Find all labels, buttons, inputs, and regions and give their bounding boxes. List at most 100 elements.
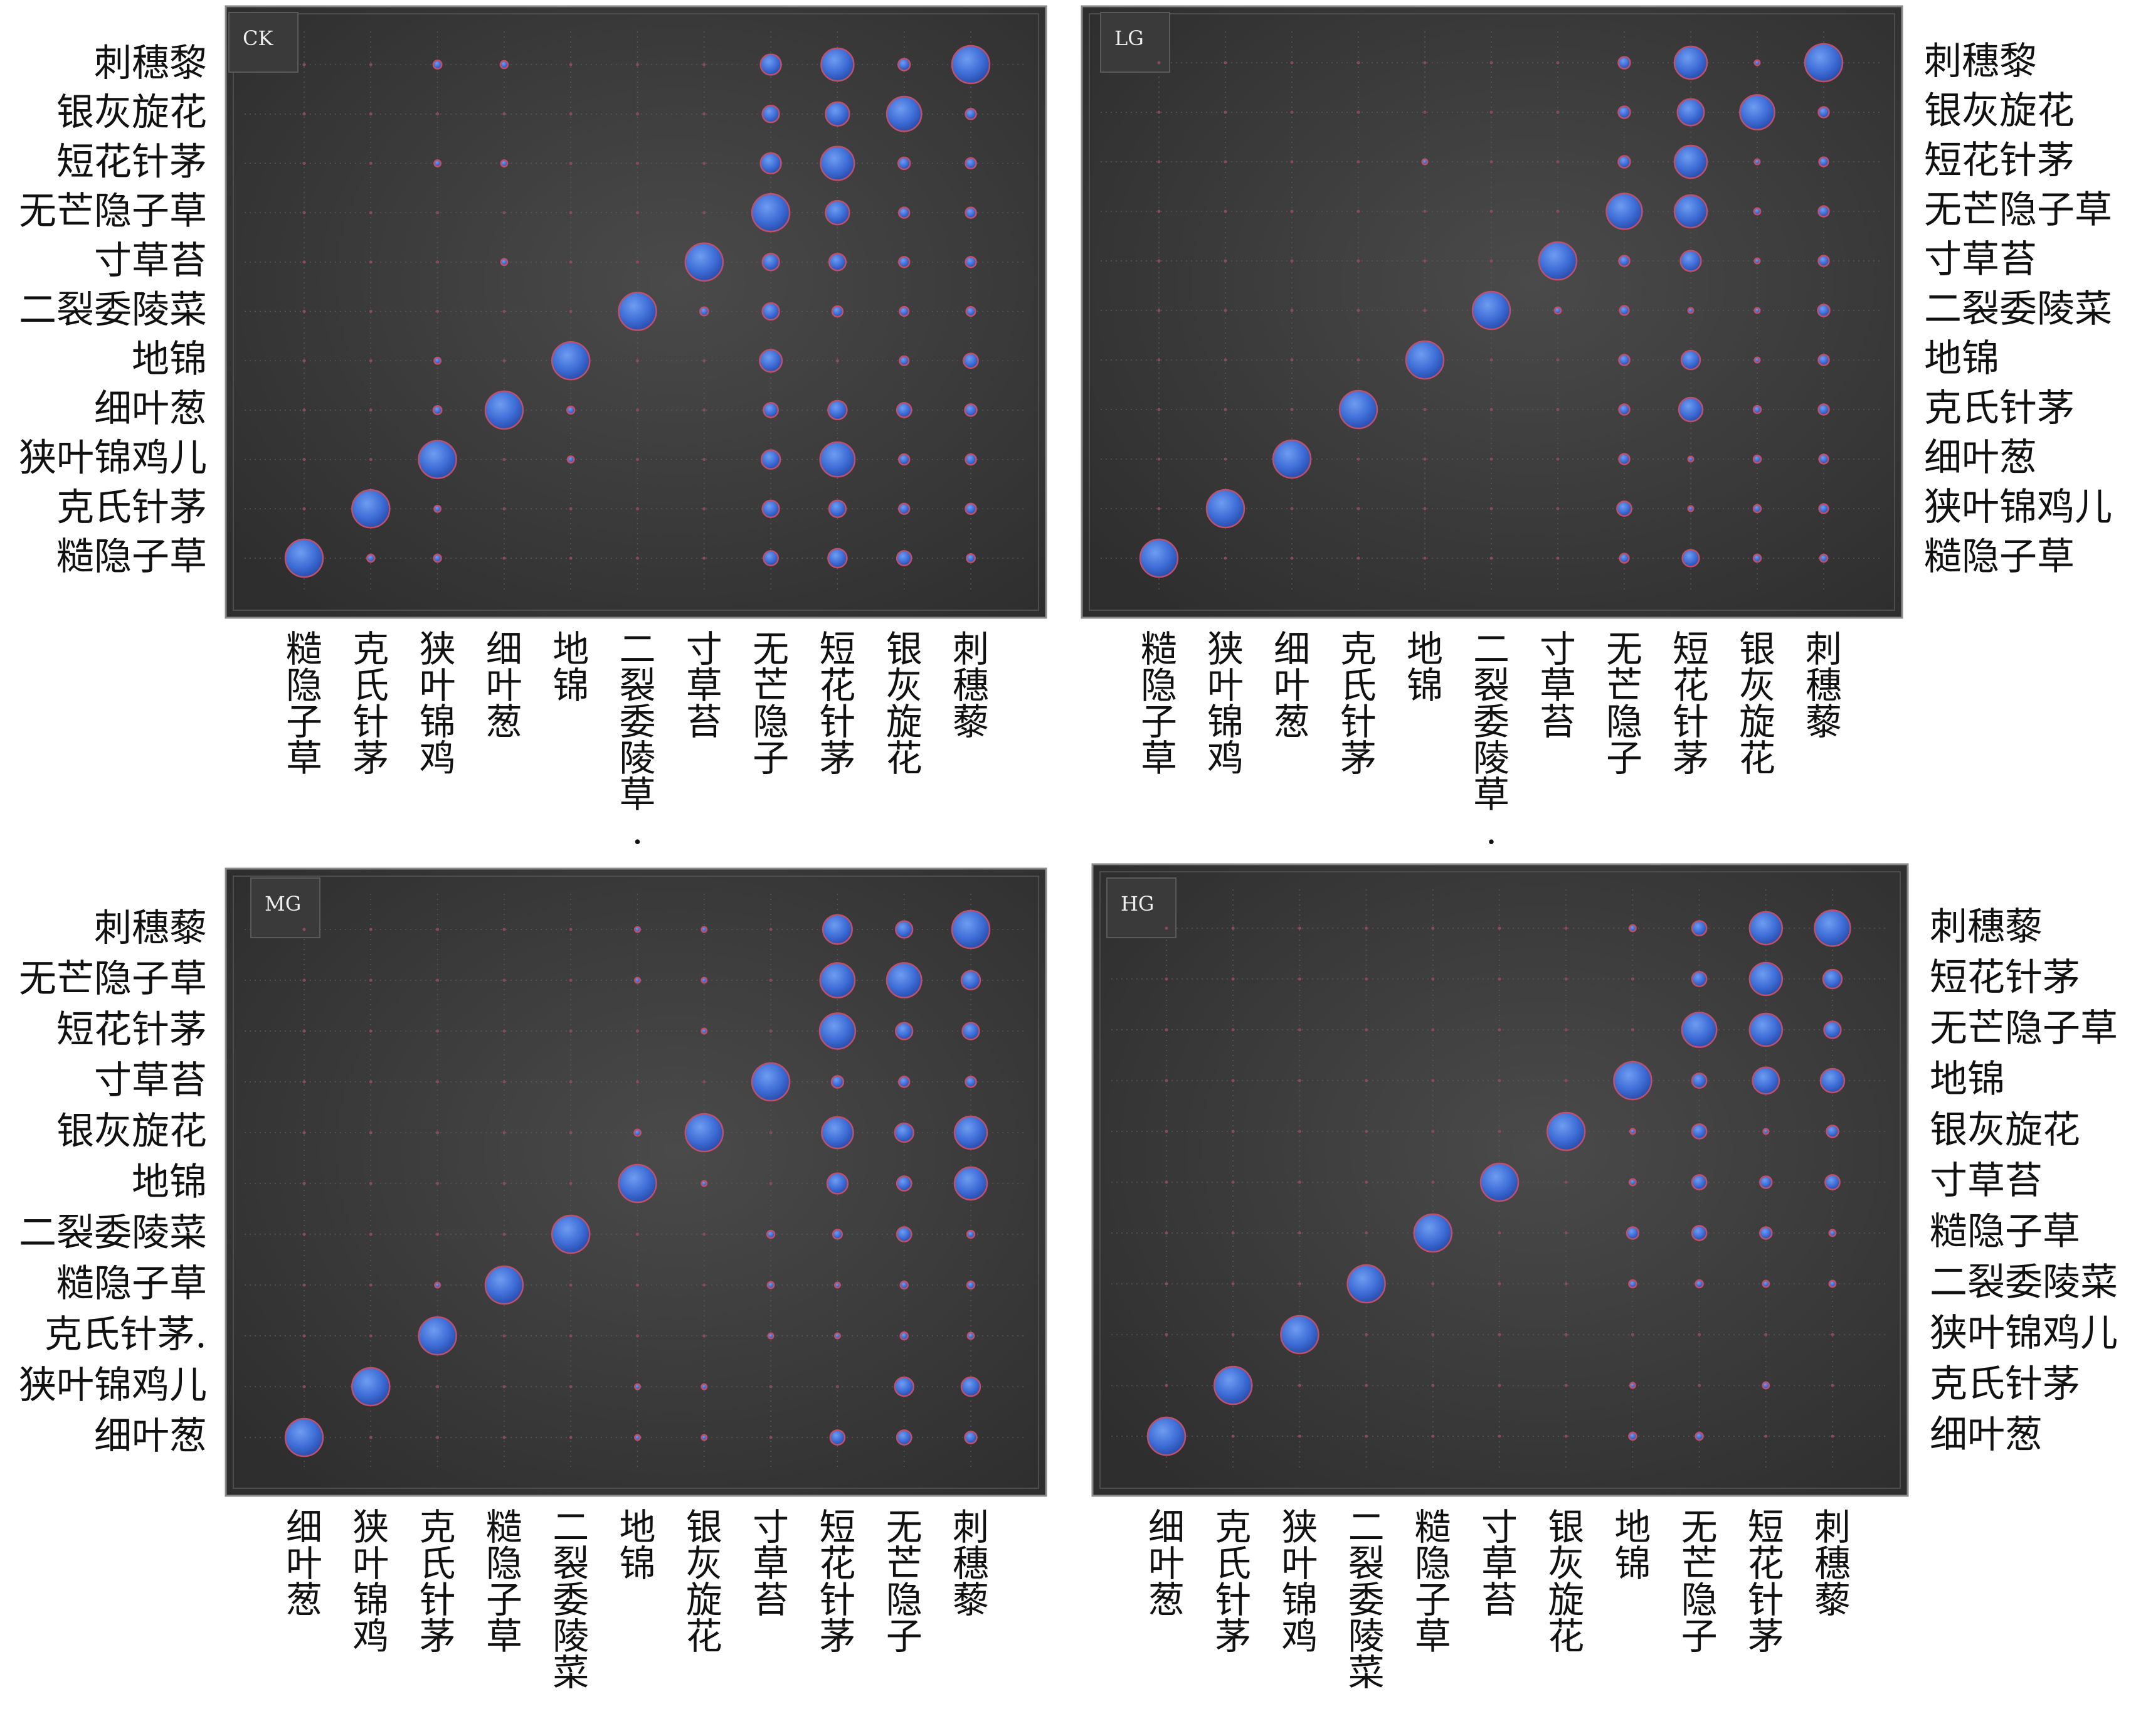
bubble-hg xyxy=(1298,1282,1301,1286)
bubble-hg xyxy=(1691,1123,1708,1140)
bubble-hg xyxy=(1828,1279,1837,1288)
bubble-lg xyxy=(1673,144,1708,179)
bubble-lg xyxy=(1421,158,1429,166)
bubble-mg xyxy=(899,1280,909,1290)
bubble-ck xyxy=(702,112,706,116)
bubble-lg xyxy=(1538,241,1578,281)
bubble-hg xyxy=(1365,1231,1368,1235)
bubble-hg xyxy=(1431,977,1435,981)
bubble-ck xyxy=(366,553,376,563)
bubble-hg xyxy=(1824,1174,1841,1190)
bubble-mg xyxy=(822,914,853,945)
bubble-hg xyxy=(1748,911,1784,946)
x-tick-label-hg: 糙隐子草 xyxy=(1415,1506,1451,1658)
bubble-hg xyxy=(1695,1279,1704,1289)
bubble-hg xyxy=(1564,977,1568,981)
bubble-hg xyxy=(1628,1431,1637,1441)
bubble-hg xyxy=(1826,1125,1839,1138)
bubble-lg xyxy=(1489,61,1493,65)
y-tick-label-hg: 二裂委陵菜 xyxy=(1930,1261,2118,1305)
bubble-hg xyxy=(1165,1384,1168,1387)
bubble-mg xyxy=(833,1281,841,1289)
bubble-mg xyxy=(894,1376,914,1397)
bubble-ck xyxy=(500,159,509,167)
bubble-lg xyxy=(1753,356,1761,364)
bubble-mg xyxy=(894,1122,914,1143)
y-tick-label-lg: 地锦 xyxy=(1924,337,1999,381)
bubble-ck xyxy=(636,556,639,560)
bubble-hg xyxy=(1564,1384,1568,1387)
bubble-mg xyxy=(634,977,641,984)
bubble-hg xyxy=(1165,1282,1168,1286)
bubble-hg xyxy=(1165,1130,1168,1133)
bubble-ck xyxy=(636,161,639,165)
bubble-ck xyxy=(502,310,506,313)
bubble-ck xyxy=(433,504,442,513)
bubble-lg xyxy=(1618,403,1631,416)
bubble-ck xyxy=(302,458,306,462)
bubble-mg xyxy=(502,1385,506,1389)
bubble-ck xyxy=(827,548,848,569)
bubble-ck xyxy=(569,507,573,511)
bubble-mg xyxy=(502,1029,506,1033)
bubble-lg xyxy=(1617,56,1631,70)
bubble-mg xyxy=(302,1385,306,1389)
bubble-hg xyxy=(1365,1333,1368,1336)
bubble-mg xyxy=(818,1012,857,1050)
bubble-ck xyxy=(759,53,782,76)
x-tick-label-ck: 细叶葱 xyxy=(486,628,522,743)
y-tick-label-hg: 无芒隐子草 xyxy=(1930,1007,2118,1051)
y-tick-label-ck: 地锦 xyxy=(132,337,207,381)
bubble-ck xyxy=(566,455,575,464)
bubble-lg xyxy=(1752,504,1762,514)
bubble-mg xyxy=(636,1029,639,1033)
bubble-lg xyxy=(1356,61,1360,65)
bubble-lg xyxy=(1356,507,1360,511)
x-tick-label-mg: 短花针茅 xyxy=(819,1506,855,1658)
bubble-hg xyxy=(1629,1128,1636,1135)
bubble-lg xyxy=(1423,110,1427,114)
bubble-ck xyxy=(432,60,443,70)
bubble-hg xyxy=(1365,1434,1368,1438)
bubble-lg xyxy=(1556,160,1560,164)
bubble-lg xyxy=(1157,209,1161,213)
bubble-hg xyxy=(1564,1231,1568,1235)
bubble-ck xyxy=(820,146,855,181)
bubble-mg xyxy=(502,1131,506,1135)
x-tick-label-ck: 狭叶锦鸡 xyxy=(420,628,456,780)
bubble-ck xyxy=(351,489,391,529)
bubble-lg xyxy=(1804,43,1844,83)
y-tick-label-ck: 寸草苔 xyxy=(94,239,207,283)
x-tick-label-ck: 二裂委陵草. xyxy=(619,628,655,852)
bubble-hg xyxy=(1479,1162,1520,1202)
x-tick-label-lg: 银灰旋花 xyxy=(1739,628,1775,780)
bubble-lg xyxy=(1617,155,1631,169)
bubble-lg xyxy=(1205,489,1245,529)
y-tick-label-lg: 刺穗黎 xyxy=(1924,40,2037,83)
x-tick-label-hg: 银灰旋花 xyxy=(1548,1506,1584,1658)
bubble-mg xyxy=(953,1115,988,1150)
bubble-hg xyxy=(1298,1028,1301,1032)
y-tick-label-lg: 银灰旋花 xyxy=(1924,89,2075,133)
x-tick-label-lg: 地锦 xyxy=(1407,628,1443,707)
bubble-lg xyxy=(1618,354,1631,366)
bubble-mg xyxy=(964,1431,978,1444)
bubble-ck xyxy=(569,556,573,560)
bubble-ck xyxy=(820,47,855,82)
bubble-mg xyxy=(766,1281,775,1289)
bubble-lg xyxy=(1489,457,1493,461)
x-tick-label-lg: 细叶葱 xyxy=(1274,628,1310,743)
x-tick-label-mg: 克氏针茅 xyxy=(420,1506,456,1658)
bubble-hg xyxy=(1691,920,1708,936)
bubble-hg xyxy=(1365,1130,1368,1133)
x-tick-label-ck: 刺穗藜 xyxy=(953,628,989,743)
bubble-hg xyxy=(1759,1175,1773,1189)
y-tick-label-mg: 无芒隐子草 xyxy=(19,957,207,1001)
bubble-ck xyxy=(484,390,524,430)
bubble-ck xyxy=(751,193,791,233)
bubble-hg xyxy=(1752,1066,1780,1095)
bubble-hg xyxy=(1280,1315,1319,1355)
bubble-mg xyxy=(636,1334,639,1338)
bubble-ck xyxy=(965,305,976,317)
bubble-lg xyxy=(1489,209,1493,213)
